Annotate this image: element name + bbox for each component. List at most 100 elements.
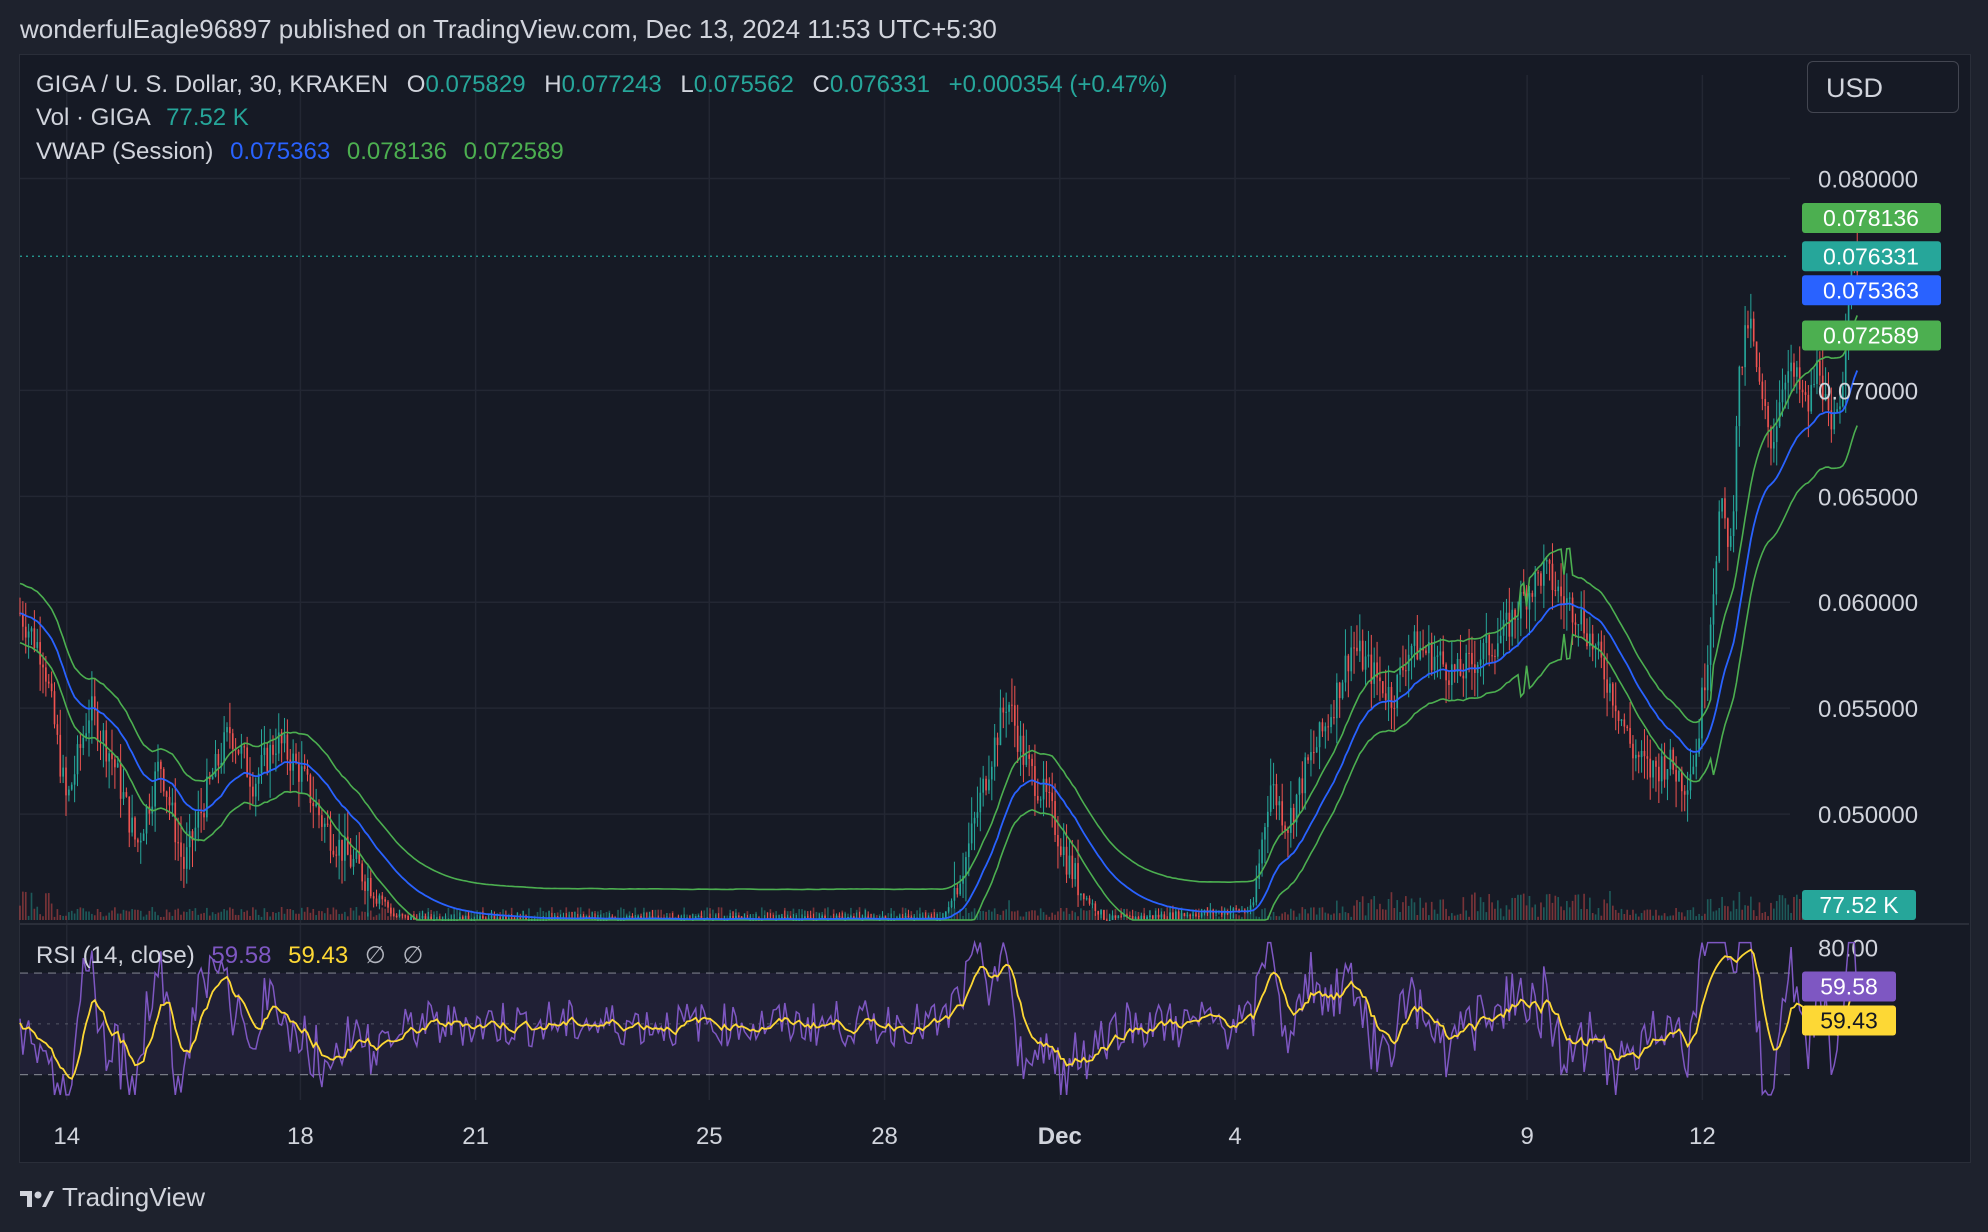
candle-body bbox=[372, 896, 375, 899]
volume-bars bbox=[19, 891, 1859, 920]
volume-bar bbox=[1637, 916, 1640, 920]
volume-legend: Vol · GIGA 77.52 K bbox=[36, 104, 249, 132]
volume-bar bbox=[1183, 914, 1186, 920]
volume-bar bbox=[1755, 916, 1758, 920]
vwap-label[interactable]: VWAP (Session) bbox=[36, 138, 214, 165]
volume-bar bbox=[82, 908, 85, 920]
volume-bar bbox=[1249, 912, 1252, 920]
candle-body bbox=[1404, 670, 1407, 672]
volume-bar bbox=[996, 913, 999, 920]
volume-bar bbox=[369, 910, 372, 920]
candle-body bbox=[329, 824, 332, 851]
candle-body bbox=[1169, 912, 1171, 920]
volume-bar bbox=[1548, 893, 1551, 920]
volume-bar bbox=[1353, 905, 1355, 920]
volume-bar bbox=[108, 912, 110, 920]
volume-bar bbox=[1031, 910, 1033, 920]
volume-bar bbox=[720, 907, 723, 920]
price-tick-label: 0.055000 bbox=[1818, 696, 1918, 723]
volume-bar bbox=[1456, 914, 1459, 920]
volume-bar bbox=[1036, 915, 1039, 920]
volume-bar bbox=[993, 908, 996, 920]
candle-body bbox=[1488, 634, 1491, 656]
volume-bar bbox=[1623, 913, 1626, 920]
candle-body bbox=[1704, 687, 1706, 691]
volume-bar bbox=[1404, 896, 1407, 920]
volume-bar bbox=[1465, 910, 1468, 920]
candle-body bbox=[62, 767, 64, 777]
volume-bar bbox=[1741, 909, 1744, 920]
volume-bar bbox=[1068, 913, 1071, 920]
volume-bar bbox=[338, 914, 340, 920]
candle-body bbox=[1790, 362, 1792, 372]
volume-bar bbox=[1767, 916, 1769, 920]
indicator-lines bbox=[19, 255, 1859, 921]
candle-body bbox=[111, 753, 113, 760]
volume-bar bbox=[827, 907, 829, 920]
volume-bar bbox=[1580, 908, 1583, 920]
volume-bar bbox=[1425, 902, 1427, 920]
candle-body bbox=[125, 792, 128, 797]
candle-body bbox=[349, 854, 352, 867]
volume-bar bbox=[1419, 897, 1422, 920]
candle-body bbox=[1154, 914, 1157, 919]
candle-body bbox=[970, 823, 973, 844]
candle-body bbox=[1459, 658, 1462, 676]
candle-body bbox=[1735, 426, 1738, 512]
volume-bar bbox=[1701, 915, 1703, 920]
candle-body bbox=[1718, 511, 1721, 562]
candle-body bbox=[1626, 726, 1629, 729]
volume-bar bbox=[1278, 916, 1281, 920]
volume-bar bbox=[1721, 896, 1723, 920]
candle-body bbox=[487, 917, 490, 920]
rsi-label[interactable]: RSI (14, close) bbox=[36, 942, 195, 969]
volume-bar bbox=[1600, 915, 1603, 920]
volume-bar bbox=[208, 915, 211, 920]
candle-body bbox=[1068, 855, 1071, 875]
volume-bar bbox=[1557, 897, 1560, 920]
candle-body bbox=[1295, 794, 1298, 823]
volume-bar bbox=[789, 911, 792, 920]
candle-body bbox=[249, 776, 251, 787]
volume-bar bbox=[887, 913, 890, 920]
candle-body bbox=[375, 898, 378, 904]
candle-body bbox=[1376, 662, 1378, 678]
volume-bar bbox=[145, 914, 148, 920]
candle-body bbox=[1307, 757, 1309, 761]
candle-body bbox=[1387, 686, 1390, 701]
candle-body bbox=[1146, 917, 1148, 919]
candle-body bbox=[1517, 618, 1519, 620]
candle-body bbox=[194, 827, 197, 841]
candle-body bbox=[306, 768, 309, 775]
volume-bar bbox=[1330, 914, 1332, 920]
candle-body bbox=[1318, 722, 1321, 748]
volume-bar bbox=[456, 908, 458, 920]
volume-bar bbox=[1790, 912, 1792, 920]
candle-body bbox=[1249, 905, 1252, 911]
candle-body bbox=[1566, 598, 1568, 605]
chart-frame[interactable] bbox=[19, 54, 1971, 1163]
candle-body bbox=[502, 916, 504, 920]
symbol-label[interactable]: GIGA / U. S. Dollar, 30, KRAKEN bbox=[36, 71, 389, 98]
candle-body bbox=[358, 851, 361, 864]
candle-body bbox=[505, 916, 507, 920]
candle-body bbox=[289, 759, 292, 771]
volume-bar bbox=[1105, 909, 1108, 920]
volume-bar bbox=[1350, 916, 1353, 920]
candle-body bbox=[1356, 647, 1358, 652]
volume-label[interactable]: Vol · GIGA bbox=[36, 104, 150, 131]
candle-body bbox=[1114, 915, 1117, 918]
volume-bar bbox=[1706, 899, 1709, 920]
currency-button[interactable]: USD bbox=[1807, 61, 1959, 113]
volume-bar bbox=[96, 908, 99, 920]
candle-body bbox=[309, 774, 312, 804]
candle-body bbox=[1672, 749, 1675, 770]
candle-body bbox=[1232, 908, 1235, 912]
volume-bar bbox=[528, 908, 530, 920]
candle-body bbox=[73, 774, 76, 785]
candle-body bbox=[1180, 913, 1183, 919]
volume-bar bbox=[1727, 906, 1729, 920]
candle-body bbox=[1315, 747, 1318, 753]
candle-body bbox=[1563, 596, 1565, 605]
